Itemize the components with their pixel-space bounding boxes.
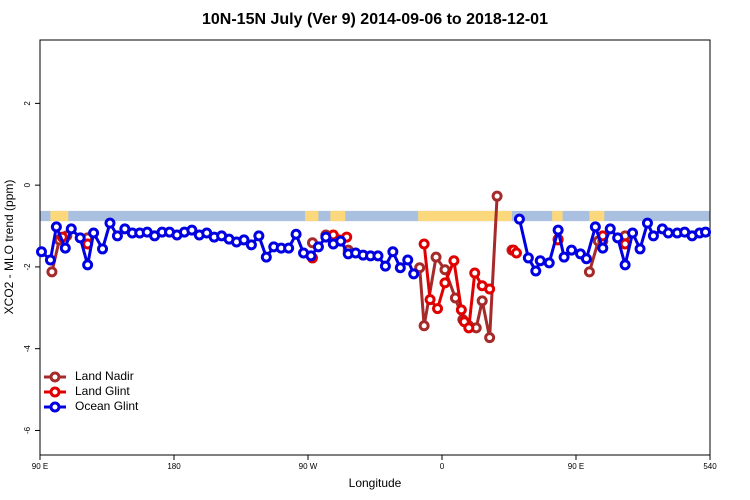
data-point	[552, 224, 564, 236]
data-point	[245, 239, 257, 251]
data-point	[320, 231, 332, 243]
data-point	[513, 213, 525, 225]
legend-label: Land Nadir	[75, 369, 134, 383]
data-point	[476, 295, 488, 307]
land-region	[330, 210, 346, 222]
data-point	[484, 332, 496, 344]
data-point	[641, 217, 653, 229]
data-point	[612, 232, 624, 244]
data-point	[35, 246, 47, 258]
data-point	[543, 257, 555, 269]
x-tick-label: 0	[440, 462, 445, 471]
data-point	[418, 238, 430, 250]
data-point	[597, 242, 609, 254]
data-point	[82, 259, 94, 271]
data-point	[414, 262, 426, 274]
legend-marker	[49, 371, 61, 383]
data-point	[455, 304, 467, 316]
land-region	[552, 210, 563, 222]
y-tick-label: 2	[23, 101, 32, 106]
data-point	[662, 227, 674, 239]
x-tick-label: 540	[703, 462, 717, 471]
data-point	[430, 251, 442, 263]
x-tick-label: 90 E	[568, 462, 584, 471]
x-tick-label: 180	[167, 462, 181, 471]
data-point	[418, 320, 430, 332]
data-point	[402, 254, 414, 266]
data-point	[566, 244, 578, 256]
data-point	[372, 250, 384, 262]
data-point	[619, 259, 631, 271]
x-tick-label: 90 E	[32, 462, 48, 471]
data-point	[634, 243, 646, 255]
data-point	[534, 255, 546, 267]
legend-label: Ocean Glint	[75, 399, 139, 413]
y-tick-label: -6	[23, 426, 32, 434]
land-region	[589, 210, 605, 222]
y-tick-label: -4	[23, 345, 32, 353]
data-point	[439, 277, 451, 289]
data-point	[111, 230, 123, 242]
y-axis-label: XCO2 - MLO trend (ppm)	[2, 180, 16, 315]
data-point	[700, 226, 712, 238]
land-region	[418, 210, 512, 222]
data-point	[74, 232, 86, 244]
data-point	[238, 234, 250, 246]
data-point	[408, 268, 420, 280]
land-region	[305, 210, 319, 222]
data-point	[558, 251, 570, 263]
data-point	[44, 254, 56, 266]
data-point	[65, 223, 77, 235]
data-point	[530, 265, 542, 277]
data-point	[260, 251, 272, 263]
data-point	[186, 224, 198, 236]
data-point	[312, 241, 324, 253]
data-point	[583, 266, 595, 278]
y-tick-label: -2	[23, 263, 32, 271]
data-point	[394, 262, 406, 274]
data-point	[491, 190, 503, 202]
legend-marker	[49, 401, 61, 413]
ocean-band	[40, 210, 710, 222]
data-point	[305, 250, 317, 262]
legend-label: Land Glint	[75, 384, 130, 398]
data-point	[88, 227, 100, 239]
chart-title: 10N-15N July (Ver 9) 2014-09-06 to 2018-…	[202, 11, 548, 28]
data-point	[522, 252, 534, 264]
data-point	[484, 283, 496, 295]
data-point	[604, 223, 616, 235]
data-point	[449, 292, 461, 304]
legend-marker	[49, 386, 61, 398]
data-point	[335, 235, 347, 247]
data-point	[59, 242, 71, 254]
data-point	[104, 217, 116, 229]
data-point	[432, 303, 444, 315]
data-point	[589, 221, 601, 233]
data-point	[379, 260, 391, 272]
y-tick-label: 0	[23, 182, 32, 187]
data-point	[469, 267, 481, 279]
data-point	[627, 227, 639, 239]
data-point	[424, 294, 436, 306]
data-point	[253, 230, 265, 242]
data-point	[283, 242, 295, 254]
data-point	[50, 221, 62, 233]
x-axis-label: Longitude	[349, 476, 402, 490]
data-point	[510, 247, 522, 259]
data-point	[463, 322, 475, 334]
data-point	[647, 230, 659, 242]
data-point	[387, 246, 399, 258]
land-region	[50, 210, 69, 222]
data-point	[290, 228, 302, 240]
data-point	[46, 266, 58, 278]
plot-frame	[39, 39, 711, 456]
data-point	[448, 255, 460, 267]
x-tick-label: 90 W	[299, 462, 318, 471]
data-point	[97, 243, 109, 255]
data-point	[580, 253, 592, 265]
